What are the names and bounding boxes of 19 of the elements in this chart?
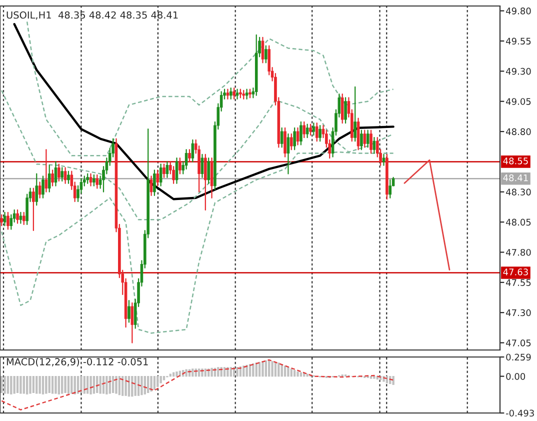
y-tick-label: 49.55 xyxy=(506,38,531,45)
chart-title: MACD(12,26,9) -0.112 -0.051 xyxy=(6,358,148,367)
y-tick-label: 49.05 xyxy=(506,98,531,105)
ref-line-label: 47.63 xyxy=(503,268,528,276)
y-tick-label: 47.80 xyxy=(506,248,531,256)
y-tick-label: 47.55 xyxy=(506,279,531,286)
y-tick-label: 49.30 xyxy=(506,68,531,75)
y-tick-label: 47.30 xyxy=(506,309,531,316)
y-tick-label: 48.30 xyxy=(506,188,531,196)
y-tick-label: 0.259 xyxy=(506,354,531,361)
ref-line-label: 48.55 xyxy=(503,157,528,164)
y-tick-label: -0.493 xyxy=(506,410,534,417)
y-tick-label: 49.80 xyxy=(506,8,531,14)
ref-line-label: 48.41 xyxy=(503,174,528,182)
chart-title: USOIL,H1 48.35 48.42 48.35 48.41 xyxy=(6,11,178,20)
y-tick-label: 0.00 xyxy=(506,373,526,380)
y-tick-label: 48.05 xyxy=(506,218,531,226)
y-tick-label: 47.05 xyxy=(506,339,531,346)
y-tick-label: 48.80 xyxy=(506,128,531,136)
